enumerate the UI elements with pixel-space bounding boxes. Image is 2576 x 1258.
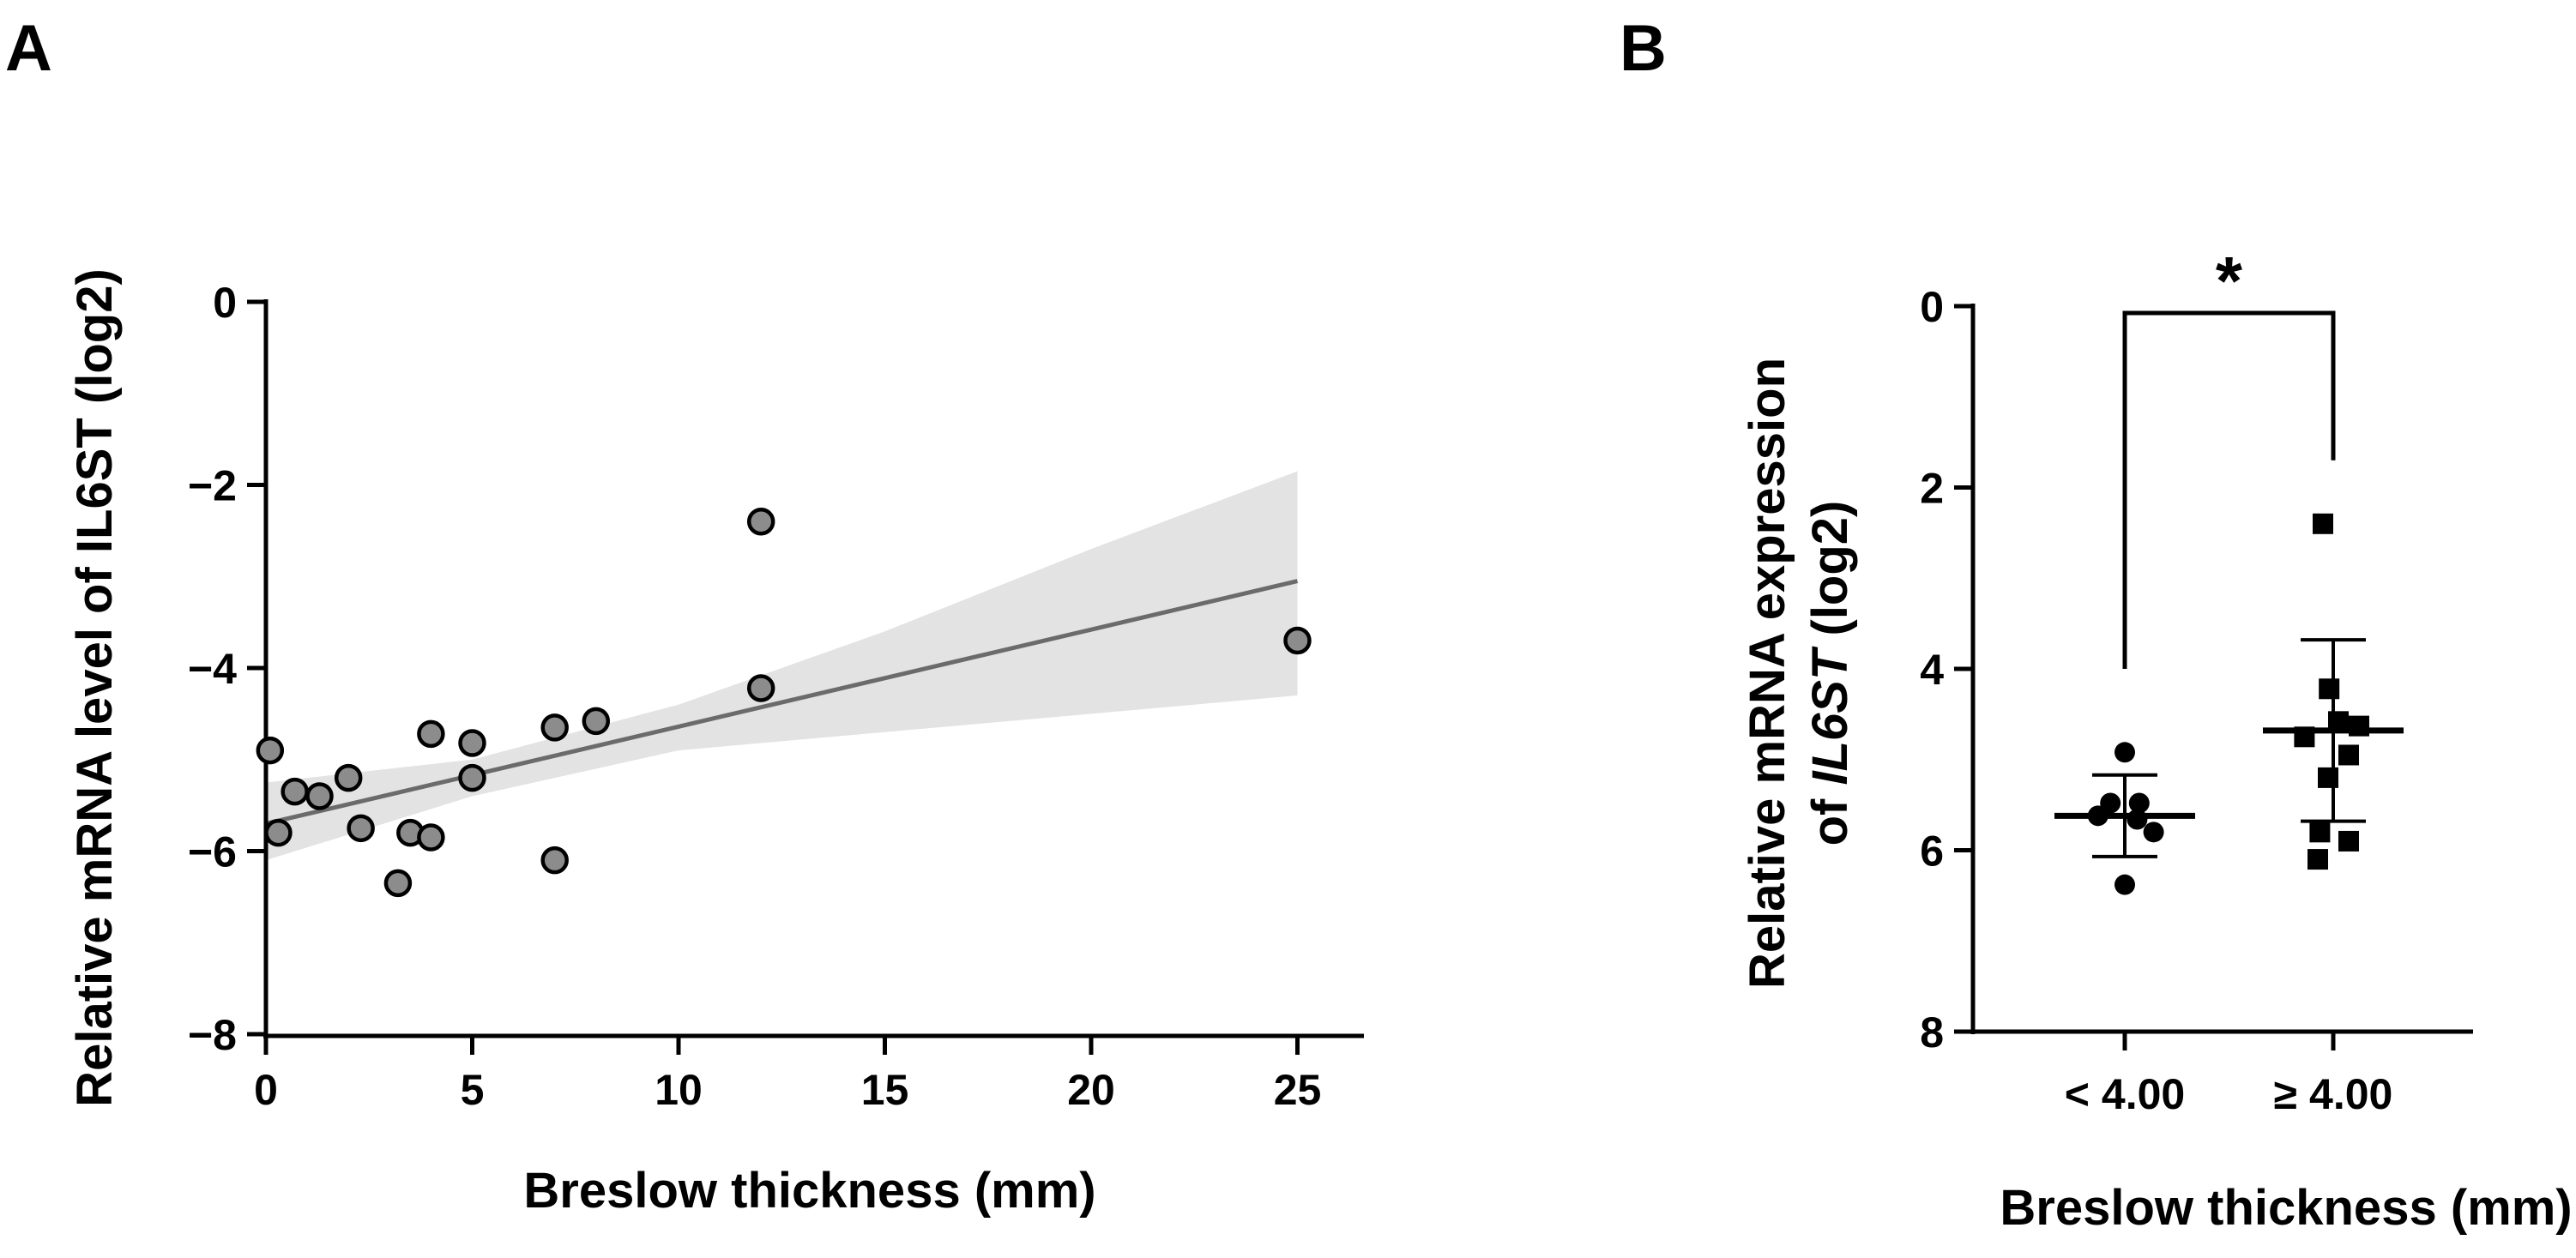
y-tick-label: −4 (188, 645, 237, 693)
x-tick-label: 10 (655, 1066, 703, 1114)
data-point (1283, 626, 1312, 655)
panel-b: B 0 2 4 6 8 < 4.00 ≥ 4.00 * Breslow thickness … (1620, 12, 2573, 1236)
y-tick-label: 4 (1920, 646, 1944, 694)
data-point-square (2319, 678, 2340, 700)
panel-b-significance: * (2122, 243, 2336, 669)
y-tick-label: −6 (188, 828, 237, 876)
data-point (383, 869, 413, 898)
y-tick-label: −8 (188, 1011, 237, 1059)
panel-a: A 0 −2 −4 −6 −8 0 5 10 15 20 25 Breslow thickness … (5, 12, 1364, 1219)
significance-bracket (2122, 310, 2336, 669)
data-point-circle (2114, 874, 2135, 895)
x-tick-label: ≥ 4.00 (2274, 1070, 2393, 1118)
data-point (746, 674, 775, 702)
data-point (305, 782, 334, 810)
data-point (746, 507, 775, 536)
data-point (264, 818, 293, 847)
panel-b-letter: B (1620, 12, 1667, 85)
data-point (582, 707, 611, 736)
y-tick-label: 2 (1920, 465, 1944, 513)
y-tick-label: 0 (1920, 283, 1944, 331)
data-point-circle (2128, 792, 2150, 814)
panel-b-y-axis-label-line2: of IL6ST (log2) (1802, 501, 1858, 846)
data-point (458, 763, 486, 792)
x-tick-label: 5 (461, 1066, 485, 1114)
data-point-circle (2100, 792, 2121, 814)
panel-b-error-bars (2054, 638, 2404, 858)
data-point-circle (2127, 809, 2148, 830)
x-tick-label: 15 (861, 1066, 909, 1114)
x-tick-label: 0 (254, 1066, 278, 1114)
y-tick-label: 0 (213, 279, 237, 327)
data-point-square (2338, 830, 2359, 852)
data-point (347, 814, 375, 843)
data-point-circle (2114, 742, 2135, 763)
panel-b-x-axis-label: Breslow thickness (mm) (2000, 1180, 2572, 1236)
significance-star: * (2216, 243, 2243, 319)
panel-a-ci-band-layer (266, 471, 1298, 861)
data-point-square (2338, 744, 2359, 766)
y-label-suffix: (log2) (1802, 501, 1858, 650)
data-point-circle (2143, 822, 2164, 843)
panel-a-regression-layer (265, 579, 1299, 826)
x-tick-label: 25 (1274, 1066, 1322, 1114)
data-point-square (2308, 849, 2328, 870)
data-point (417, 719, 445, 749)
panel-a-letter: A (5, 12, 52, 85)
x-tick-label: 20 (1067, 1066, 1115, 1114)
panel-a-axes: 0 −2 −4 −6 −8 0 5 10 15 20 25 (188, 279, 1364, 1114)
data-point (458, 729, 486, 757)
data-point (540, 846, 569, 875)
y-label-prefix: of (1802, 785, 1858, 846)
y-tick-label: −2 (188, 462, 237, 510)
data-point (417, 823, 445, 852)
data-point (334, 763, 363, 792)
data-point-square (2309, 822, 2331, 843)
data-point (256, 736, 285, 765)
data-point (540, 713, 569, 742)
regression-line (265, 579, 1299, 826)
y-tick-label: 8 (1920, 1008, 1944, 1056)
y-label-gene: IL6ST (1802, 646, 1858, 785)
confidence-band (266, 471, 1298, 861)
data-point (281, 777, 309, 806)
panel-b-points (2087, 513, 2369, 895)
data-point-square (2318, 767, 2338, 788)
panel-a-y-axis-label: Relative mRNA level of IL6ST (log2) (67, 268, 123, 1107)
panel-a-x-axis-label: Breslow thickness (mm) (523, 1163, 1095, 1219)
y-tick-label: 6 (1920, 828, 1944, 876)
x-tick-label: < 4.00 (2065, 1070, 2185, 1118)
panel-b-y-axis-label-line1: Relative mRNA expression (1740, 358, 1795, 989)
panel-b-axes: 0 2 4 6 8 < 4.00 ≥ 4.00 (1920, 283, 2473, 1118)
data-point-square (2313, 513, 2333, 534)
panel-a-points (256, 507, 1312, 898)
